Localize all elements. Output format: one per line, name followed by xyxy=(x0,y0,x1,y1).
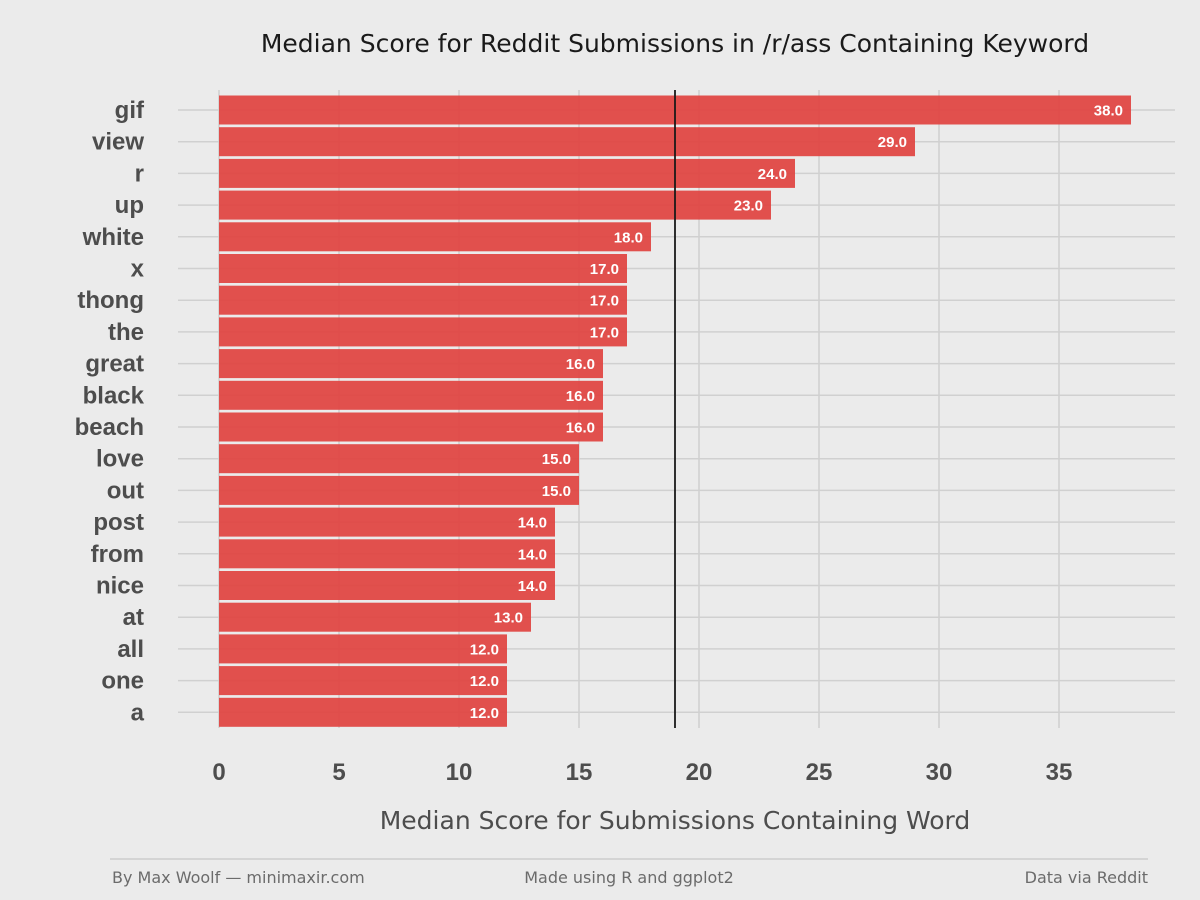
bar xyxy=(219,666,507,696)
bar xyxy=(219,697,507,727)
category-label: gif xyxy=(115,97,145,124)
bar-value-label: 16.0 xyxy=(566,420,595,437)
bar xyxy=(219,539,555,569)
bar xyxy=(219,571,555,600)
bar-value-label: 14.0 xyxy=(518,546,547,563)
bar xyxy=(219,444,579,474)
bar xyxy=(219,158,795,188)
footer-source: Data via Reddit xyxy=(1025,868,1148,887)
x-tick-labels: 0 5 10 15 20 25 30 35 xyxy=(212,759,1072,786)
category-label: view xyxy=(92,129,144,156)
x-tick-label: 30 xyxy=(926,759,953,786)
bar-value-label: 17.0 xyxy=(590,261,619,278)
bar-value-label: 24.0 xyxy=(758,166,787,183)
bars: 38.0 29.0 24.0 23.0 18.0 17.0 17.0 17.0 16.0 16.0… xyxy=(219,95,1131,727)
bar xyxy=(219,285,627,315)
footer-author: By Max Woolf — minimaxir.com xyxy=(112,868,365,887)
bar-value-label: 14.0 xyxy=(518,578,547,595)
bar-value-label: 18.0 xyxy=(614,229,643,246)
bar xyxy=(219,190,771,220)
bar xyxy=(219,317,627,347)
chart-title: Median Score for Reddit Submissions in /… xyxy=(261,29,1089,58)
category-label: black xyxy=(83,382,145,409)
category-label: one xyxy=(101,668,144,695)
bar-value-label: 12.0 xyxy=(470,705,499,722)
category-label: out xyxy=(107,477,144,504)
x-tick-label: 35 xyxy=(1046,759,1073,786)
x-tick-label: 0 xyxy=(212,759,225,786)
bar xyxy=(219,602,531,632)
category-label: all xyxy=(117,636,144,663)
category-label: r xyxy=(135,160,144,187)
x-tick-label: 5 xyxy=(332,759,345,786)
bar xyxy=(219,634,507,664)
bar xyxy=(219,380,603,410)
bar-value-label: 16.0 xyxy=(566,388,595,405)
category-label: thong xyxy=(77,287,144,314)
category-labels: gif view r up white x thong the great black beach l… xyxy=(75,97,145,726)
category-label: up xyxy=(115,192,144,219)
bar xyxy=(219,507,555,537)
bar-value-label: 16.0 xyxy=(566,356,595,373)
bar-value-label: 23.0 xyxy=(734,198,763,215)
category-label: great xyxy=(85,351,144,378)
category-label: white xyxy=(82,224,144,251)
category-label: from xyxy=(91,541,144,568)
x-tick-label: 10 xyxy=(446,759,473,786)
category-label: at xyxy=(123,604,144,631)
category-label: beach xyxy=(75,414,144,441)
bar-value-label: 15.0 xyxy=(542,483,571,500)
bar-value-label: 12.0 xyxy=(470,641,499,658)
bar-value-label: 13.0 xyxy=(494,610,523,627)
x-axis-title: Median Score for Submissions Containing … xyxy=(380,806,971,835)
category-label: love xyxy=(96,446,144,473)
category-label: a xyxy=(131,699,145,726)
bar-value-label: 14.0 xyxy=(518,515,547,532)
bar-value-label: 12.0 xyxy=(470,673,499,690)
x-tick-label: 20 xyxy=(686,759,713,786)
bar xyxy=(219,254,627,283)
category-label: x xyxy=(131,256,145,283)
bar-value-label: 17.0 xyxy=(590,324,619,341)
x-tick-label: 15 xyxy=(566,759,593,786)
category-label: nice xyxy=(96,573,144,600)
bar-value-label: 17.0 xyxy=(590,293,619,310)
x-tick-label: 25 xyxy=(806,759,833,786)
bar xyxy=(219,412,603,442)
category-label: post xyxy=(93,509,144,536)
bar-value-label: 15.0 xyxy=(542,451,571,468)
footer-tool: Made using R and ggplot2 xyxy=(524,868,734,887)
bar-value-label: 29.0 xyxy=(878,134,907,151)
category-label: the xyxy=(108,319,144,346)
bar-value-label: 38.0 xyxy=(1094,103,1123,120)
bar xyxy=(219,222,651,252)
bar xyxy=(219,475,579,505)
bar xyxy=(219,127,915,157)
bar xyxy=(219,349,603,379)
